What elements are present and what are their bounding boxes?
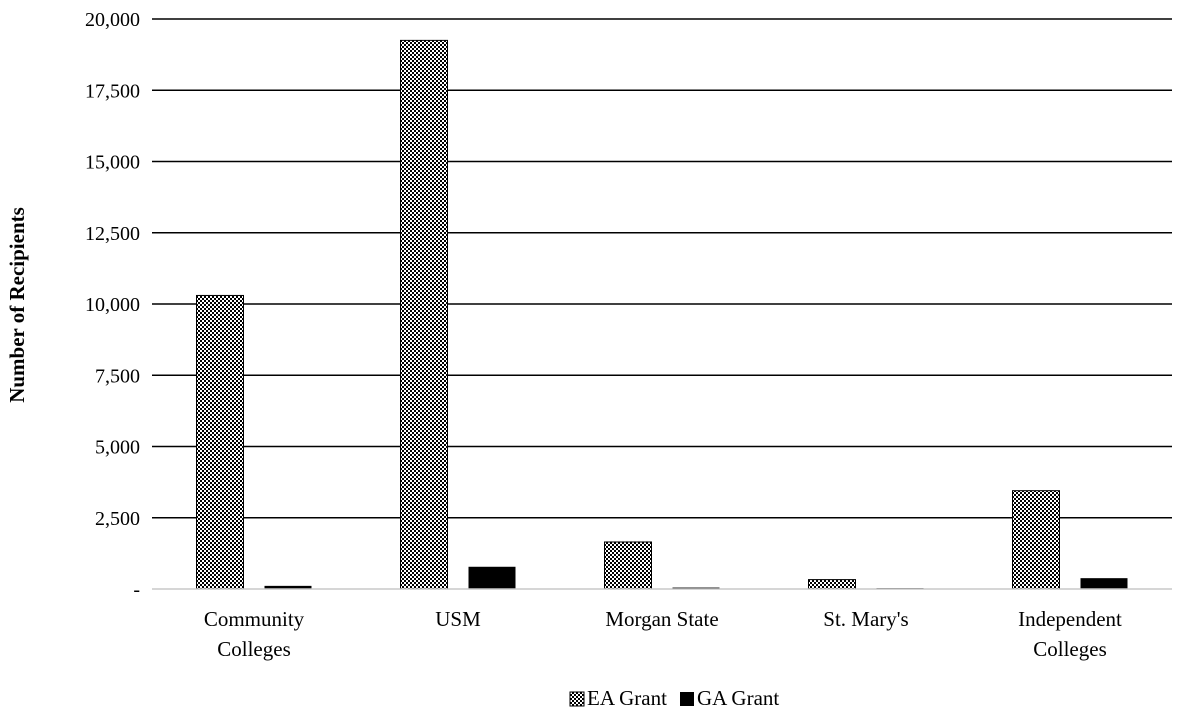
legend-label: EA Grant <box>587 686 667 710</box>
x-category-label: USM <box>435 607 481 631</box>
legend-swatch <box>569 691 585 707</box>
bar-ga-grant <box>672 587 720 589</box>
y-tick-label: 10,000 <box>85 294 140 316</box>
x-category-label: Colleges <box>217 637 291 661</box>
bar-ga-grant <box>264 585 312 589</box>
legend-label: GA Grant <box>697 686 779 710</box>
y-tick-label: 5,000 <box>95 437 140 459</box>
bar-ea-grant <box>808 579 856 590</box>
bar-ga-grant <box>1080 578 1128 589</box>
bar-ea-grant <box>604 541 652 590</box>
x-category-label: St. Mary's <box>823 607 908 631</box>
y-tick-label: 7,500 <box>95 365 140 387</box>
x-category-label: Morgan State <box>605 607 718 631</box>
y-tick-label: 12,500 <box>85 223 140 245</box>
y-tick-label: 17,500 <box>85 80 140 102</box>
bars <box>196 39 1128 590</box>
x-category-label: Independent <box>1018 607 1122 631</box>
bar-ea-grant <box>1012 490 1060 590</box>
bar-ea-grant <box>400 39 448 590</box>
bar-ea-grant <box>196 294 244 590</box>
y-axis-title: Number of Recipients <box>5 207 29 403</box>
legend: EA Grant GA Grant <box>569 686 779 710</box>
gridlines <box>152 18 1172 519</box>
legend-swatch <box>680 692 694 706</box>
x-category-label: Community <box>204 607 305 631</box>
axes: - 2,500 5,000 7,500 10,000 12,500 15,000 17,500… <box>85 9 1172 661</box>
x-category-label: Colleges <box>1033 637 1107 661</box>
y-tick-label: 20,000 <box>85 9 140 31</box>
y-tick-label: - <box>133 579 140 601</box>
y-tick-label: 2,500 <box>95 508 140 530</box>
bar-ga-grant <box>468 566 516 589</box>
y-tick-label: 15,000 <box>85 152 140 174</box>
